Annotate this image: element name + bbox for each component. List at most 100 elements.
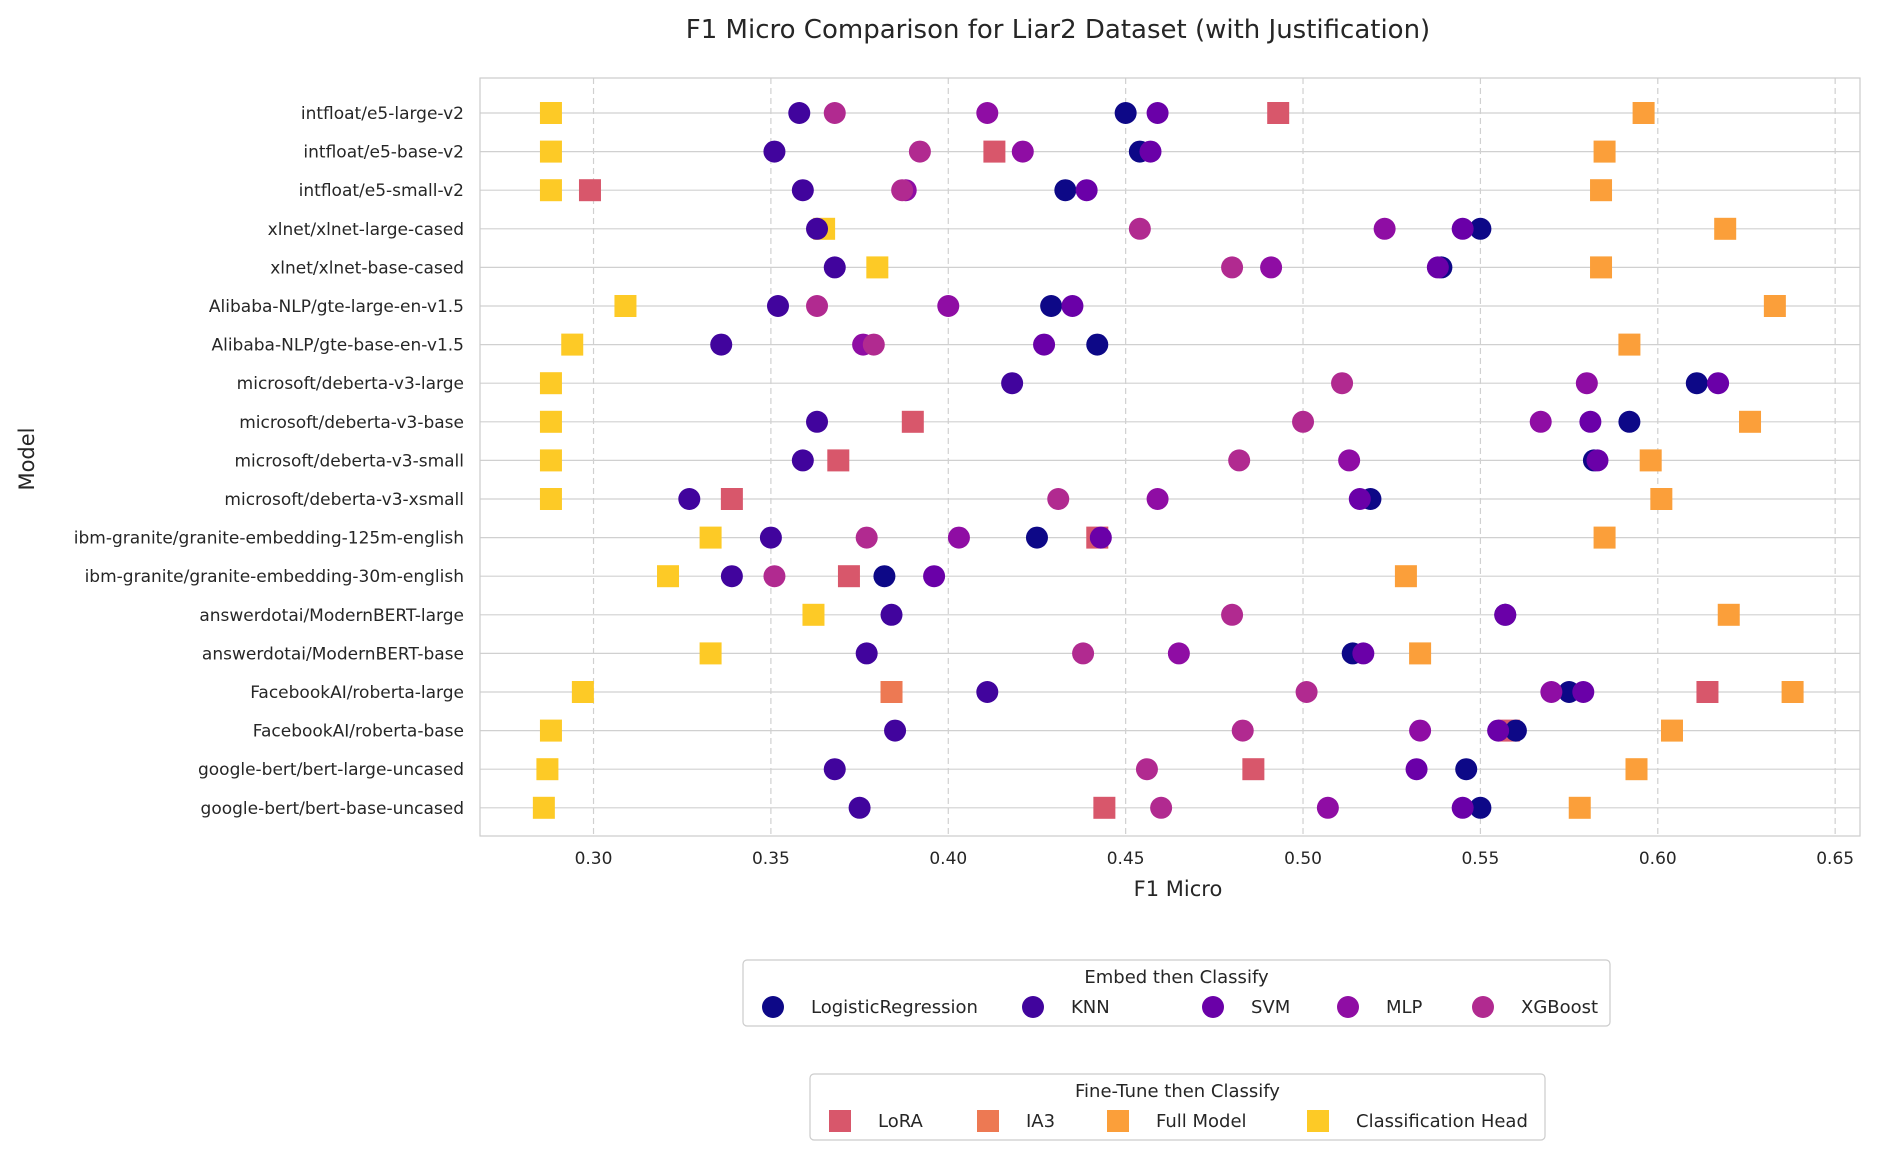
data-point — [1650, 488, 1673, 510]
data-point — [1451, 217, 1474, 240]
data-point — [1504, 719, 1527, 742]
data-point — [1352, 642, 1375, 665]
data-point — [539, 179, 562, 202]
data-point — [827, 449, 850, 472]
data-point — [1093, 796, 1116, 819]
data-point — [1618, 333, 1641, 356]
legend-marker — [1307, 1110, 1329, 1132]
data-point — [1763, 295, 1786, 317]
data-point — [539, 102, 562, 124]
data-point — [1781, 681, 1804, 703]
data-point — [884, 719, 907, 742]
data-point — [1696, 681, 1719, 703]
legend-label: KNN — [1071, 997, 1110, 1018]
data-point — [1086, 333, 1109, 356]
data-point — [1593, 526, 1616, 549]
data-point — [678, 488, 701, 510]
data-point — [1295, 681, 1318, 703]
legend-marker — [1107, 1110, 1129, 1132]
y-tick-label: microsoft/deberta-v3-xsmall — [224, 490, 464, 510]
data-point — [802, 603, 825, 626]
data-point — [1150, 796, 1173, 819]
legend-label: XGBoost — [1521, 997, 1598, 1018]
legend-label: SVM — [1251, 997, 1290, 1018]
data-point — [891, 179, 914, 202]
data-point — [866, 256, 889, 279]
data-point — [1348, 488, 1371, 510]
y-tick-label: google-bert/bert-large-uncased — [198, 760, 464, 780]
y-tick-label: google-bert/bert-base-uncased — [201, 799, 464, 819]
y-tick-label: microsoft/deberta-v3-small — [234, 451, 464, 471]
data-point — [923, 565, 946, 588]
legend-label: LoRA — [878, 1111, 924, 1132]
y-axis-label: Model — [15, 427, 39, 490]
data-point — [976, 681, 999, 703]
data-point — [901, 410, 924, 433]
x-tick-label: 0.55 — [1461, 849, 1499, 869]
data-point — [1025, 526, 1048, 549]
y-tick-label: intfloat/e5-base-v2 — [303, 143, 464, 163]
data-point — [657, 565, 680, 588]
data-point — [720, 488, 743, 510]
y-tick-label: answerdotai/ModernBERT-large — [199, 606, 464, 626]
data-point — [1394, 565, 1417, 588]
data-point — [1054, 179, 1077, 202]
data-point — [806, 410, 829, 433]
data-point — [1128, 217, 1151, 240]
y-tick-label: FacebookAI/roberta-base — [253, 722, 464, 742]
data-point — [937, 295, 960, 317]
y-tick-label: microsoft/deberta-v3-large — [237, 374, 464, 394]
x-tick-label: 0.35 — [752, 849, 790, 869]
data-point — [1040, 295, 1063, 317]
y-tick-label: microsoft/deberta-v3-base — [239, 413, 464, 433]
data-point — [855, 526, 878, 549]
data-point — [763, 140, 786, 163]
legend-box — [742, 959, 1611, 1027]
data-point — [823, 256, 846, 279]
x-tick-label: 0.60 — [1639, 849, 1677, 869]
legend-title: Embed then Classify — [1084, 967, 1269, 988]
data-point — [561, 333, 584, 356]
data-point — [1072, 642, 1095, 665]
legend-label: Full Model — [1156, 1111, 1247, 1132]
data-point — [699, 526, 722, 549]
x-tick-label: 0.65 — [1816, 849, 1854, 869]
data-point — [837, 565, 860, 588]
data-point — [1167, 642, 1190, 665]
y-tick-labels: intfloat/e5-large-v2 intfloat/e5-base-v2 i… — [74, 104, 464, 819]
y-tick-label: answerdotai/ModernBERT-base — [202, 644, 464, 664]
data-point — [539, 372, 562, 395]
data-point — [1373, 217, 1396, 240]
data-point — [1146, 488, 1169, 510]
data-marks — [532, 102, 1804, 819]
data-point — [1409, 642, 1432, 665]
y-tick-label: xlnet/xlnet-large-cased — [268, 220, 464, 240]
data-point — [873, 565, 896, 588]
data-point — [1001, 372, 1024, 395]
data-point — [1047, 488, 1070, 510]
x-tick-label: 0.30 — [575, 849, 613, 869]
data-point — [1146, 102, 1169, 124]
data-point — [1075, 179, 1098, 202]
legend-label: Classification Head — [1356, 1111, 1528, 1132]
data-point — [1011, 140, 1034, 163]
data-point — [806, 217, 829, 240]
y-tick-label: Alibaba-NLP/gte-large-en-v1.5 — [209, 297, 464, 317]
data-point — [1114, 102, 1137, 124]
data-point — [983, 140, 1006, 163]
data-point — [539, 140, 562, 163]
data-point — [1260, 256, 1283, 279]
legend-marker — [829, 1110, 851, 1132]
data-point — [1572, 681, 1595, 703]
data-point — [1593, 140, 1616, 163]
data-point — [1426, 256, 1449, 279]
data-point — [1685, 372, 1708, 395]
data-point — [823, 102, 846, 124]
data-point — [1228, 449, 1251, 472]
legend-marker — [1202, 996, 1224, 1018]
data-point — [578, 179, 601, 202]
data-point — [1221, 603, 1244, 626]
data-point — [759, 526, 782, 549]
data-point — [720, 565, 743, 588]
